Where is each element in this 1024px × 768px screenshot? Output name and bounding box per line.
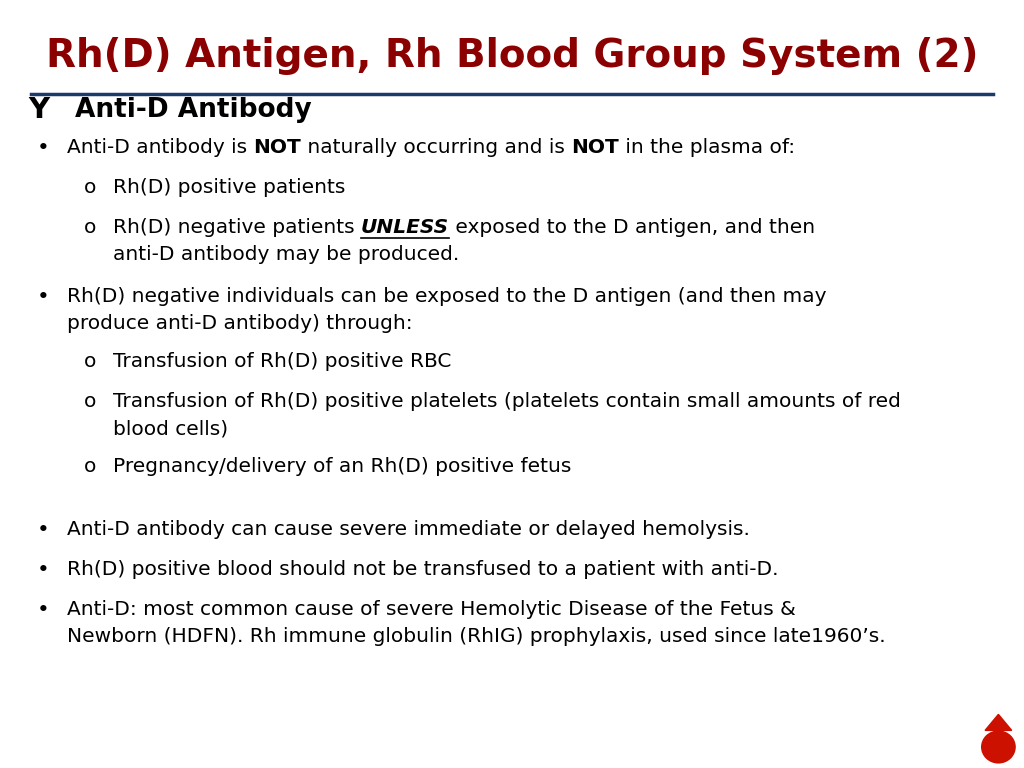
Text: Transfusion of Rh(D) positive RBC: Transfusion of Rh(D) positive RBC [113, 352, 451, 371]
Text: NOT: NOT [253, 138, 301, 157]
Text: NOT: NOT [571, 138, 618, 157]
Text: o: o [84, 392, 96, 411]
Text: Rh(D) negative individuals can be exposed to the D antigen (and then may: Rh(D) negative individuals can be expose… [67, 287, 826, 306]
Text: Anti-D antibody can cause severe immediate or delayed hemolysis.: Anti-D antibody can cause severe immedia… [67, 520, 750, 538]
Text: •: • [37, 600, 49, 620]
Text: Transfusion of Rh(D) positive platelets (platelets contain small amounts of red: Transfusion of Rh(D) positive platelets … [113, 392, 900, 411]
Text: •: • [37, 287, 49, 307]
Text: Rh(D) positive blood should not be transfused to a patient with anti-D.: Rh(D) positive blood should not be trans… [67, 560, 778, 578]
Text: o: o [84, 457, 96, 476]
Text: Rh(D) negative patients: Rh(D) negative patients [113, 218, 360, 237]
Text: Rh(D) positive patients: Rh(D) positive patients [113, 178, 345, 197]
Text: Y: Y [29, 97, 49, 124]
Text: anti-D antibody may be produced.: anti-D antibody may be produced. [113, 245, 459, 264]
Text: Newborn (HDFN). Rh immune globulin (RhIG) prophylaxis, used since late1960’s.: Newborn (HDFN). Rh immune globulin (RhIG… [67, 627, 885, 646]
Text: naturally occurring and is: naturally occurring and is [301, 138, 571, 157]
Text: Anti-D antibody is: Anti-D antibody is [67, 138, 253, 157]
Text: in the plasma of:: in the plasma of: [618, 138, 795, 157]
Text: o: o [84, 178, 96, 197]
Text: •: • [37, 520, 49, 540]
Text: produce anti-D antibody) through:: produce anti-D antibody) through: [67, 314, 413, 333]
Text: •: • [37, 138, 49, 158]
Text: Anti-D Antibody: Anti-D Antibody [75, 98, 311, 124]
Text: o: o [84, 218, 96, 237]
Ellipse shape [981, 730, 1016, 763]
Text: o: o [84, 352, 96, 371]
Text: exposed to the D antigen, and then: exposed to the D antigen, and then [449, 218, 815, 237]
Text: Anti-D: most common cause of severe Hemolytic Disease of the Fetus &: Anti-D: most common cause of severe Hemo… [67, 600, 796, 618]
Text: Rh(D) Antigen, Rh Blood Group System (2): Rh(D) Antigen, Rh Blood Group System (2) [46, 37, 978, 74]
Text: •: • [37, 560, 49, 580]
Text: blood cells): blood cells) [113, 419, 227, 438]
Text: Pregnancy/delivery of an Rh(D) positive fetus: Pregnancy/delivery of an Rh(D) positive … [113, 457, 571, 476]
Text: UNLESS: UNLESS [360, 218, 449, 237]
Text: www.transfusionontario.org: www.transfusionontario.org [860, 731, 1024, 750]
Polygon shape [985, 714, 1012, 730]
